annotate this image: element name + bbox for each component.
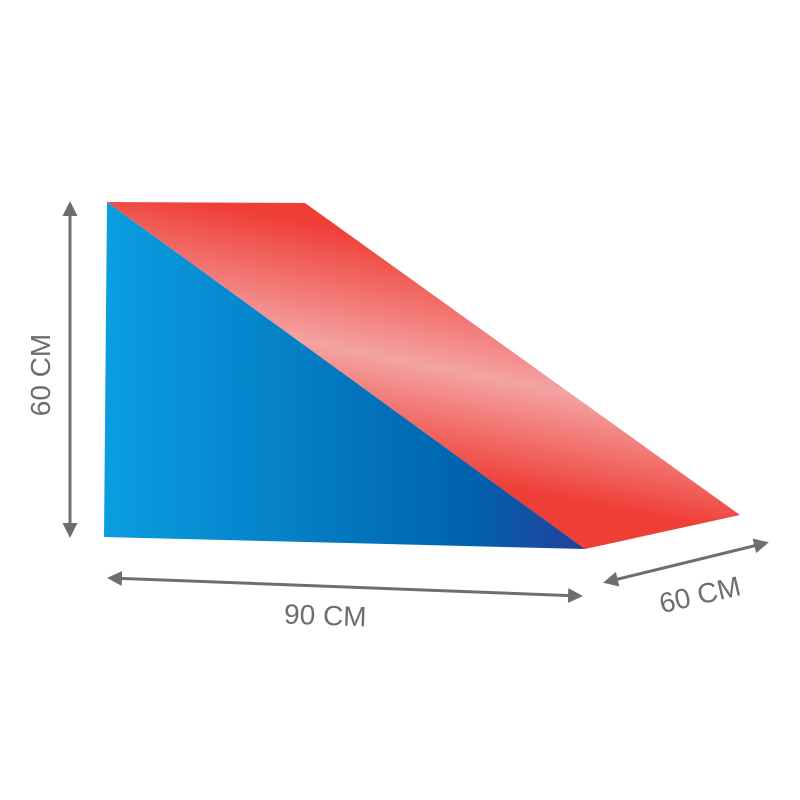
- wedge-slope-face: [107, 202, 740, 549]
- wedge-side-face: [104, 202, 585, 549]
- depth-dimension-arrow: [603, 538, 769, 587]
- length-dimension-arrow: [107, 570, 583, 604]
- height-label: 60 CM: [25, 334, 56, 416]
- depth-label: 60 CM: [656, 570, 743, 619]
- length-label: 90 CM: [284, 599, 368, 633]
